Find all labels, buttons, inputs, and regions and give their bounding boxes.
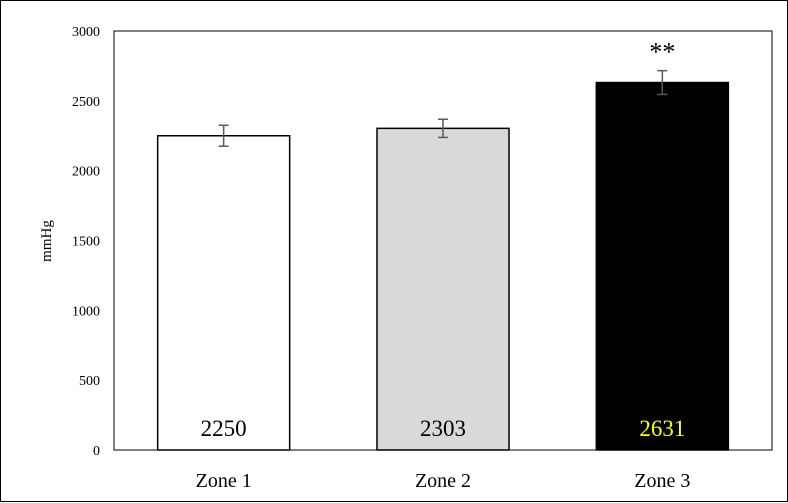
y-tick-label: 1000: [72, 304, 100, 319]
x-tick-label: Zone 1: [196, 470, 252, 492]
y-tick-label: 2000: [72, 165, 100, 180]
y-tick-label: 1500: [72, 235, 100, 250]
data-label: 2303: [420, 416, 466, 441]
x-tick-label: Zone 3: [634, 470, 690, 492]
bar: [376, 127, 510, 451]
y-tick-label: 0: [93, 444, 100, 459]
y-tick-label: 2500: [72, 95, 100, 110]
data-label: 2631: [639, 416, 685, 441]
plot-area: 0 500 1000 1500 2000 2500 3000 2250 Zone 1 2303 Zo…: [72, 25, 773, 492]
y-axis-title: mmHg: [39, 220, 55, 262]
significance-marker: **: [649, 38, 675, 67]
bar: [595, 81, 730, 451]
y-tick-label: 3000: [72, 25, 100, 40]
bar: [156, 135, 291, 451]
data-label: 2250: [201, 416, 247, 441]
x-tick-label: Zone 2: [415, 470, 471, 492]
y-tick-label: 500: [79, 374, 100, 389]
